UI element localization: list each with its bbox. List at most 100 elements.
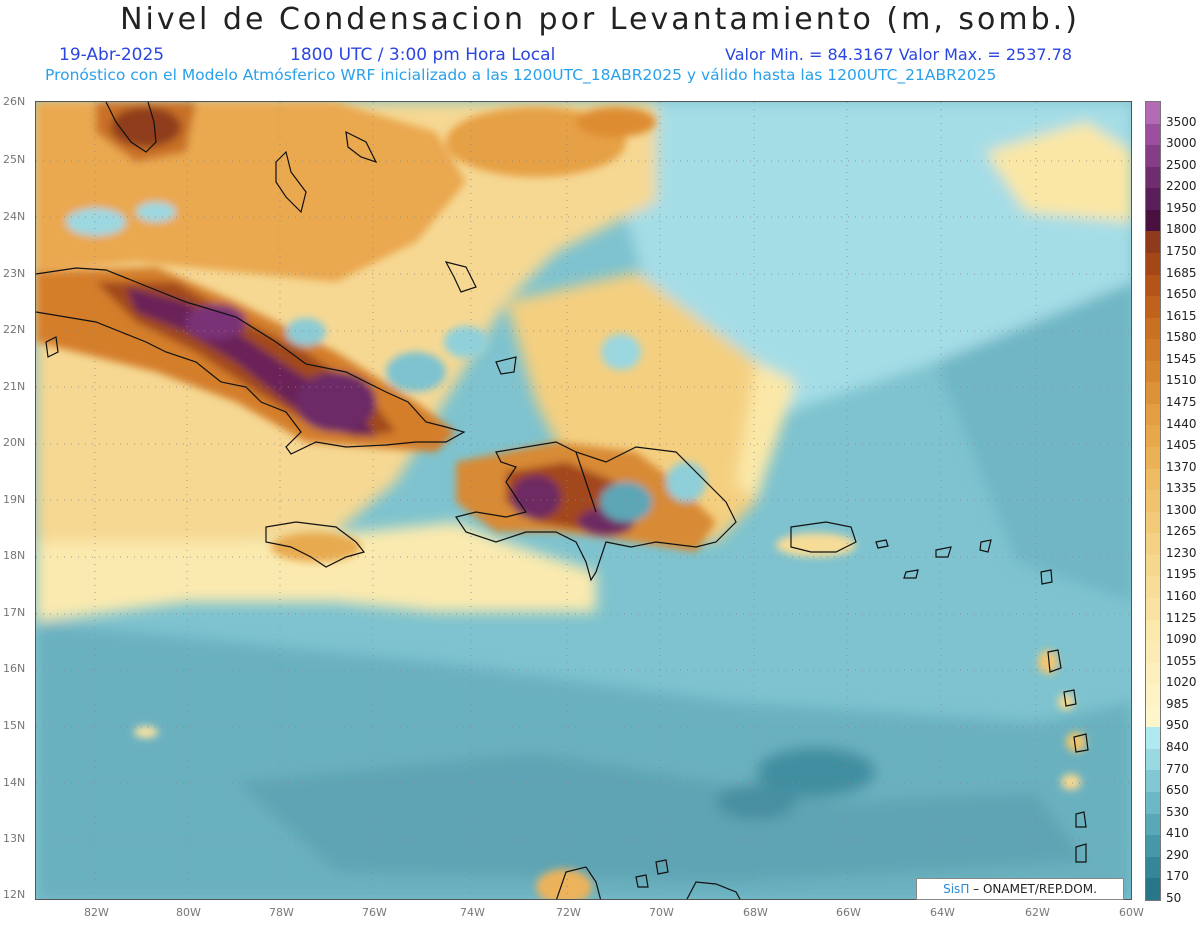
lon-tick: 62W bbox=[1025, 906, 1050, 919]
field-shading bbox=[36, 102, 1131, 899]
colorbar-segment bbox=[1146, 576, 1160, 598]
colorbar-label: 410 bbox=[1166, 826, 1189, 841]
colorbar-label: 840 bbox=[1166, 740, 1189, 755]
colorbar-segment bbox=[1146, 360, 1160, 383]
colorbar-label: 1230 bbox=[1166, 545, 1197, 560]
haiti-dr-border bbox=[575, 451, 597, 513]
lon-tick: 72W bbox=[556, 906, 581, 919]
lat-tick: 17N bbox=[3, 606, 26, 619]
colorbar-label: 770 bbox=[1166, 761, 1189, 776]
colorbar-segment bbox=[1146, 662, 1160, 685]
caicos-coast bbox=[495, 356, 517, 375]
colorbar-segment bbox=[1146, 425, 1160, 447]
puerto-rico-coast bbox=[790, 521, 857, 553]
colorbar-label: 170 bbox=[1166, 869, 1189, 884]
colorbar-segment bbox=[1146, 770, 1160, 792]
colorbar-label: 3500 bbox=[1166, 114, 1197, 129]
model-info: Pronóstico con el Modelo Atmósferico WRF… bbox=[45, 66, 997, 84]
lat-tick: 26N bbox=[3, 95, 26, 108]
lat-tick: 20N bbox=[3, 436, 26, 449]
colorbar-label: 1750 bbox=[1166, 243, 1197, 258]
colorbar-label: 985 bbox=[1166, 696, 1189, 711]
lon-tick: 76W bbox=[362, 906, 387, 919]
colorbar-segment bbox=[1146, 252, 1160, 275]
lon-tick: 60W bbox=[1119, 906, 1144, 919]
colorbar-label: 1800 bbox=[1166, 222, 1197, 237]
colorbar-label: 1545 bbox=[1166, 351, 1197, 366]
colorbar-label: 1370 bbox=[1166, 459, 1197, 474]
colorbar-segment bbox=[1146, 145, 1160, 167]
andros-coast bbox=[275, 150, 307, 214]
colorbar-segment bbox=[1146, 166, 1160, 189]
colorbar-label: 50 bbox=[1166, 891, 1182, 905]
colorbar-label: 1090 bbox=[1166, 632, 1197, 647]
colorbar-segment bbox=[1146, 447, 1160, 469]
colorbar-label: 1125 bbox=[1166, 610, 1197, 625]
colorbar-segment bbox=[1146, 597, 1160, 620]
lon-tick: 82W bbox=[84, 906, 109, 919]
credit-box: SisΠ – ONAMET/REP.DOM. bbox=[916, 878, 1124, 900]
lon-tick: 70W bbox=[649, 906, 674, 919]
colorbar-label: 1580 bbox=[1166, 330, 1197, 345]
colorbar-label: 1475 bbox=[1166, 394, 1197, 409]
colorbar-label: 1335 bbox=[1166, 481, 1197, 496]
colorbar-segment bbox=[1146, 123, 1160, 146]
lat-tick: 18N bbox=[3, 549, 26, 562]
colorbar-segment bbox=[1146, 231, 1160, 253]
colorbar-segment bbox=[1146, 102, 1160, 124]
lon-tick: 64W bbox=[930, 906, 955, 919]
colorbar-segment bbox=[1146, 641, 1160, 663]
lon-tick: 68W bbox=[743, 906, 768, 919]
colorbar-segment bbox=[1146, 727, 1160, 749]
colorbar-segment bbox=[1146, 403, 1160, 426]
colorbar-label: 290 bbox=[1166, 847, 1189, 862]
colorbar-label: 1300 bbox=[1166, 502, 1197, 517]
colorbar-segment bbox=[1146, 554, 1160, 577]
isla-juventud-coast bbox=[45, 336, 59, 358]
lon-tick: 78W bbox=[269, 906, 294, 919]
graticule bbox=[36, 102, 1131, 899]
colorbar-label: 1265 bbox=[1166, 524, 1197, 539]
cuba-coast bbox=[36, 267, 466, 455]
colorbar-segment bbox=[1146, 705, 1160, 728]
lat-tick: 23N bbox=[3, 267, 26, 280]
colorbar-segment bbox=[1146, 188, 1160, 210]
colorbar-segment bbox=[1146, 511, 1160, 534]
colorbar-segment bbox=[1146, 878, 1160, 900]
lon-tick: 66W bbox=[836, 906, 861, 919]
colorbar-label: 2500 bbox=[1166, 157, 1197, 172]
colorbar-segment bbox=[1146, 468, 1160, 491]
min-max-values: Valor Min. = 84.3167 Valor Max. = 2537.7… bbox=[725, 45, 1073, 64]
lon-tick: 80W bbox=[176, 906, 201, 919]
lat-tick: 13N bbox=[3, 832, 26, 845]
colorbar-label: 530 bbox=[1166, 804, 1189, 819]
coastlines bbox=[36, 102, 1089, 899]
lcl-map bbox=[35, 101, 1132, 900]
colorbar-label: 3000 bbox=[1166, 136, 1197, 151]
colorbar-segment bbox=[1146, 339, 1160, 361]
colorbar-label: 1510 bbox=[1166, 373, 1197, 388]
inagua-coast bbox=[444, 261, 477, 293]
colorbar-segment bbox=[1146, 317, 1160, 340]
lat-tick: 19N bbox=[3, 493, 26, 506]
colorbar bbox=[1145, 101, 1161, 901]
lat-tick: 12N bbox=[3, 888, 26, 901]
colorbar-label: 1195 bbox=[1166, 567, 1197, 582]
colorbar-segment bbox=[1146, 835, 1160, 857]
colorbar-label: 650 bbox=[1166, 783, 1189, 798]
colorbar-segment bbox=[1146, 813, 1160, 836]
field-detail bbox=[36, 102, 1086, 899]
colorbar-segment bbox=[1146, 490, 1160, 512]
colorbar-label: 1685 bbox=[1166, 265, 1197, 280]
sispi-logo: SisΠ bbox=[943, 882, 970, 896]
lat-tick: 16N bbox=[3, 662, 26, 675]
colorbar-label: 1055 bbox=[1166, 653, 1197, 668]
colorbar-segment bbox=[1146, 296, 1160, 318]
hispaniola-coast bbox=[455, 441, 737, 582]
lon-tick: 74W bbox=[460, 906, 485, 919]
colorbar-segment bbox=[1146, 209, 1160, 232]
venezuela-coast bbox=[556, 866, 602, 899]
colorbar-segment bbox=[1146, 274, 1160, 297]
lat-tick: 21N bbox=[3, 380, 26, 393]
colorbar-label: 1950 bbox=[1166, 200, 1197, 215]
